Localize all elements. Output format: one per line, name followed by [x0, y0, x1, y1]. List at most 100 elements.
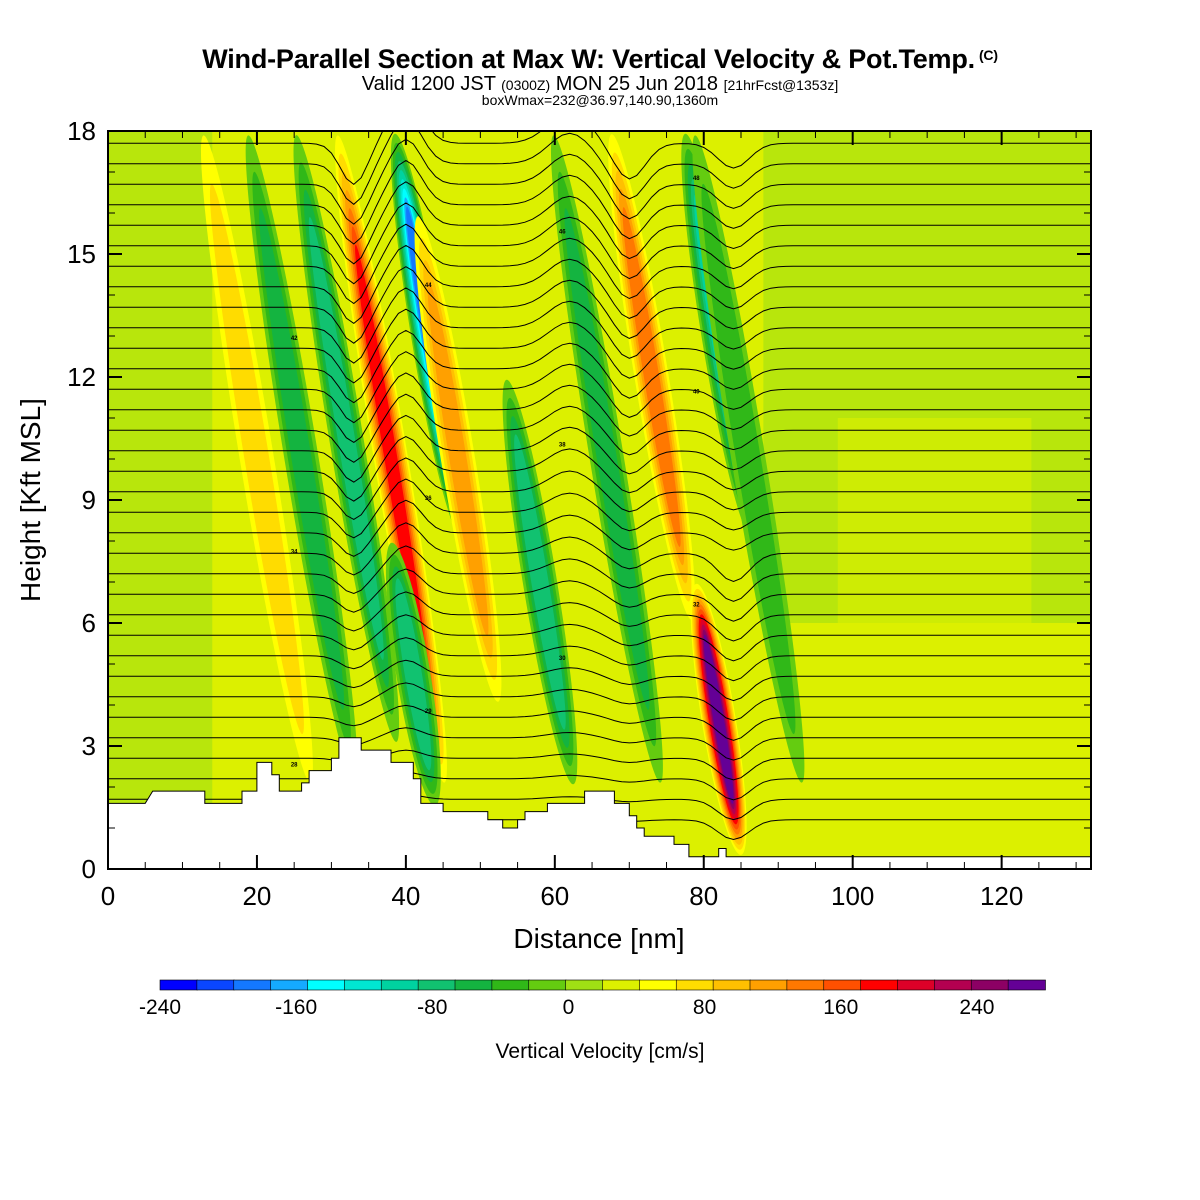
velocity-feature	[692, 135, 805, 783]
isentrope-label: 28	[291, 763, 298, 769]
y-tick-label: 18	[67, 116, 96, 146]
isentrope-line	[108, 131, 1091, 205]
colorbar-box	[897, 979, 936, 991]
y-tick-label: 6	[82, 608, 96, 638]
velocity-contour	[427, 281, 489, 637]
terrain-mask	[108, 737, 1091, 869]
isentrope-line	[108, 202, 1091, 285]
y-tick-label: 15	[67, 239, 96, 269]
isentrope-line	[108, 372, 1091, 444]
x-axis-title: Distance [nm]	[513, 923, 684, 954]
colorbar-tick-label: 80	[693, 996, 716, 1019]
colorbar-box	[196, 979, 235, 991]
isentrope-line	[108, 138, 1091, 225]
colorbar-box	[307, 979, 346, 991]
velocity-feature	[608, 134, 696, 620]
colorbar-tick-label: 160	[823, 996, 858, 1019]
velocity-contour	[209, 183, 304, 735]
isentrope-line	[108, 159, 1091, 245]
isentrope-line	[108, 522, 1091, 583]
colorbar-box	[417, 979, 456, 991]
y-tick-label: 9	[82, 485, 96, 515]
velocity-feature	[200, 135, 313, 783]
colorbar-box	[970, 979, 1009, 991]
colorbar-box	[823, 979, 862, 991]
colorbar-box	[565, 979, 604, 991]
isentrope-line	[108, 414, 1091, 483]
colorbar-tick-label: 0	[563, 996, 575, 1019]
velocity-feature	[293, 135, 400, 742]
colorbar-box	[491, 979, 530, 991]
isentrope-line	[108, 637, 1091, 682]
isentrope-line	[108, 704, 1091, 741]
y-axis-title: Height [Kft MSL]	[15, 398, 46, 602]
isentrope-line	[108, 727, 1091, 761]
colorbar-box	[344, 979, 383, 991]
velocity-contour	[622, 207, 681, 547]
x-tick-label: 60	[540, 881, 569, 911]
x-tick-label: 80	[689, 881, 718, 911]
isentrope-label: 29	[425, 709, 432, 715]
chart-subtitle-box-info: boxWmax=232@36.97,140.90,1360m	[481, 92, 719, 108]
isentrope-line	[108, 478, 1091, 539]
isentrope-line	[108, 181, 1091, 265]
colorbar-tick-label: -80	[417, 996, 447, 1019]
colorbar-box	[380, 979, 419, 991]
colorbar-box	[934, 979, 973, 991]
velocity-contour	[355, 244, 427, 674]
isentrope-line	[108, 308, 1091, 384]
colorbar-tick-label: 240	[959, 996, 994, 1019]
colorbar-box	[528, 979, 567, 991]
isentrope-line	[108, 614, 1091, 662]
isentrope-label: 40	[693, 389, 700, 395]
isentrope-line	[108, 436, 1091, 502]
colorbar: -240 -160 -80 0 80 160 240	[139, 979, 1046, 1019]
chart-subtitle-valid-time: Valid 1200 JST (0300Z) MON 25 Jun 2018 […	[361, 73, 839, 95]
y-tick-label: 12	[67, 362, 96, 392]
isentrope-line	[108, 749, 1091, 781]
velocity-contour	[701, 183, 796, 735]
colorbar-box	[159, 979, 198, 991]
isentrope-label: 32	[693, 603, 700, 609]
velocity-contour	[514, 434, 566, 730]
colorbar-box	[712, 979, 751, 991]
isentrope-label: 38	[559, 443, 566, 449]
isentrope-line	[108, 682, 1091, 721]
isentrope-line	[108, 499, 1091, 557]
isentrope-line	[108, 568, 1091, 622]
isentrope-line	[108, 329, 1091, 404]
isentrope-label: 46	[559, 230, 566, 236]
x-tick-label: 40	[391, 881, 420, 911]
colorbar-box	[675, 979, 714, 991]
velocity-contour	[395, 578, 432, 771]
isentrope-line	[108, 266, 1091, 344]
colorbar-title: Vertical Velocity [cm/s]	[496, 1040, 705, 1063]
x-tick-label: 0	[101, 881, 115, 911]
y-tick-label: 0	[82, 854, 96, 884]
potential-temperature-contours: 28 29 30 32 34 36 38 40 42 44 46 48	[108, 131, 1091, 841]
colorbar-tick-label: -160	[275, 996, 317, 1019]
velocity-contour	[703, 634, 734, 805]
velocity-feature	[385, 542, 441, 806]
colorbar-box	[786, 979, 825, 991]
isentrope-line	[108, 287, 1091, 364]
isentrope-label: 42	[291, 336, 298, 342]
isentrope-label: 34	[291, 549, 298, 555]
isentrope-label: 44	[425, 283, 432, 289]
velocity-feature	[550, 135, 663, 783]
isentrope-line	[108, 591, 1091, 642]
colorbar-box	[270, 979, 309, 991]
isentrope-label: 36	[425, 496, 432, 502]
isentrope-line	[108, 351, 1091, 424]
chart-title: Wind-Parallel Section at Max W: Vertical…	[202, 44, 998, 74]
isentrope-line	[108, 659, 1091, 702]
isentrope-line	[108, 393, 1091, 463]
velocity-feature	[690, 583, 747, 855]
isentrope-line	[108, 223, 1091, 305]
weak-motion-region	[837, 418, 1032, 869]
y-tick-label: 3	[82, 731, 96, 761]
colorbar-box	[233, 979, 272, 991]
x-tick-label: 100	[831, 881, 874, 911]
isentrope-line	[108, 131, 1091, 186]
